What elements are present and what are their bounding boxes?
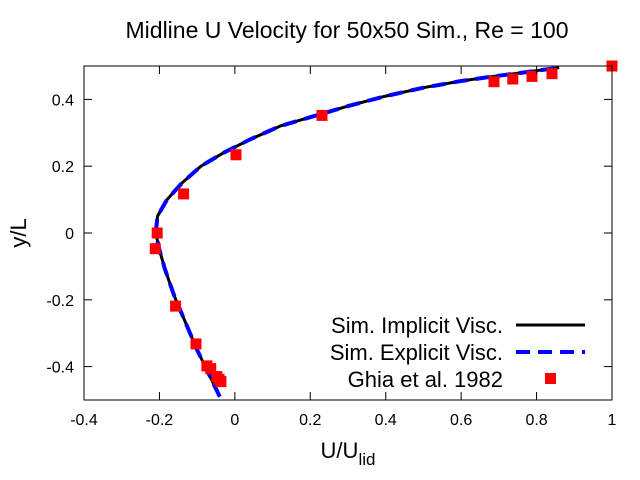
ghia-data-point (190, 338, 202, 350)
x-tick-label: 0.2 (299, 412, 321, 429)
ghia-data-point (316, 109, 328, 121)
plot-area (149, 60, 618, 398)
ghia-data-point (178, 188, 190, 200)
ghia-data-point (151, 227, 163, 239)
series-line-explicit (153, 65, 560, 398)
ghia-data-point (149, 243, 161, 255)
ghia-data-point (201, 360, 213, 372)
legend-marker-ghia (545, 373, 556, 384)
x-tick-label: 1 (608, 412, 617, 429)
legend-label-ghia: Ghia et al. 1982 (348, 367, 503, 392)
ghia-data-point (507, 73, 519, 85)
x-axis-label: U/Ulid (321, 438, 376, 469)
ghia-data-point (211, 371, 223, 383)
y-tick-label: 0 (65, 226, 74, 243)
legend: Sim. Implicit Visc. Sim. Explicit Visc. … (330, 313, 585, 392)
ghia-data-point (526, 70, 538, 82)
x-tick-label: 0.4 (375, 412, 397, 429)
ghia-data-point (170, 300, 182, 312)
y-tick-label: 0.4 (52, 92, 74, 109)
y-axis-label: y/L (6, 218, 31, 247)
x-tick-label: 0 (230, 412, 239, 429)
x-tick-label: 0.8 (525, 412, 547, 429)
legend-label-implicit: Sim. Implicit Visc. (331, 313, 503, 338)
x-tick-label: 0.6 (450, 412, 472, 429)
x-tick-label: -0.4 (70, 412, 98, 429)
x-axis-label-subscript: lid (358, 450, 375, 469)
y-tick-label: -0.4 (46, 360, 74, 377)
axis-ticks: -0.4 -0.2 0 0.2 0.4 0.6 0.8 1 -0.4 -0.2 0 0.2 0.4 (46, 66, 617, 429)
legend-label-explicit: Sim. Explicit Visc. (330, 340, 503, 365)
ghia-data-point (488, 76, 500, 88)
x-tick-label: -0.2 (146, 412, 174, 429)
ghia-data-point (230, 149, 242, 161)
chart-title: Midline U Velocity for 50x50 Sim., Re = … (126, 17, 569, 43)
y-tick-label: -0.2 (46, 293, 74, 310)
y-tick-label: 0.2 (52, 159, 74, 176)
ghia-data-point (546, 68, 558, 80)
